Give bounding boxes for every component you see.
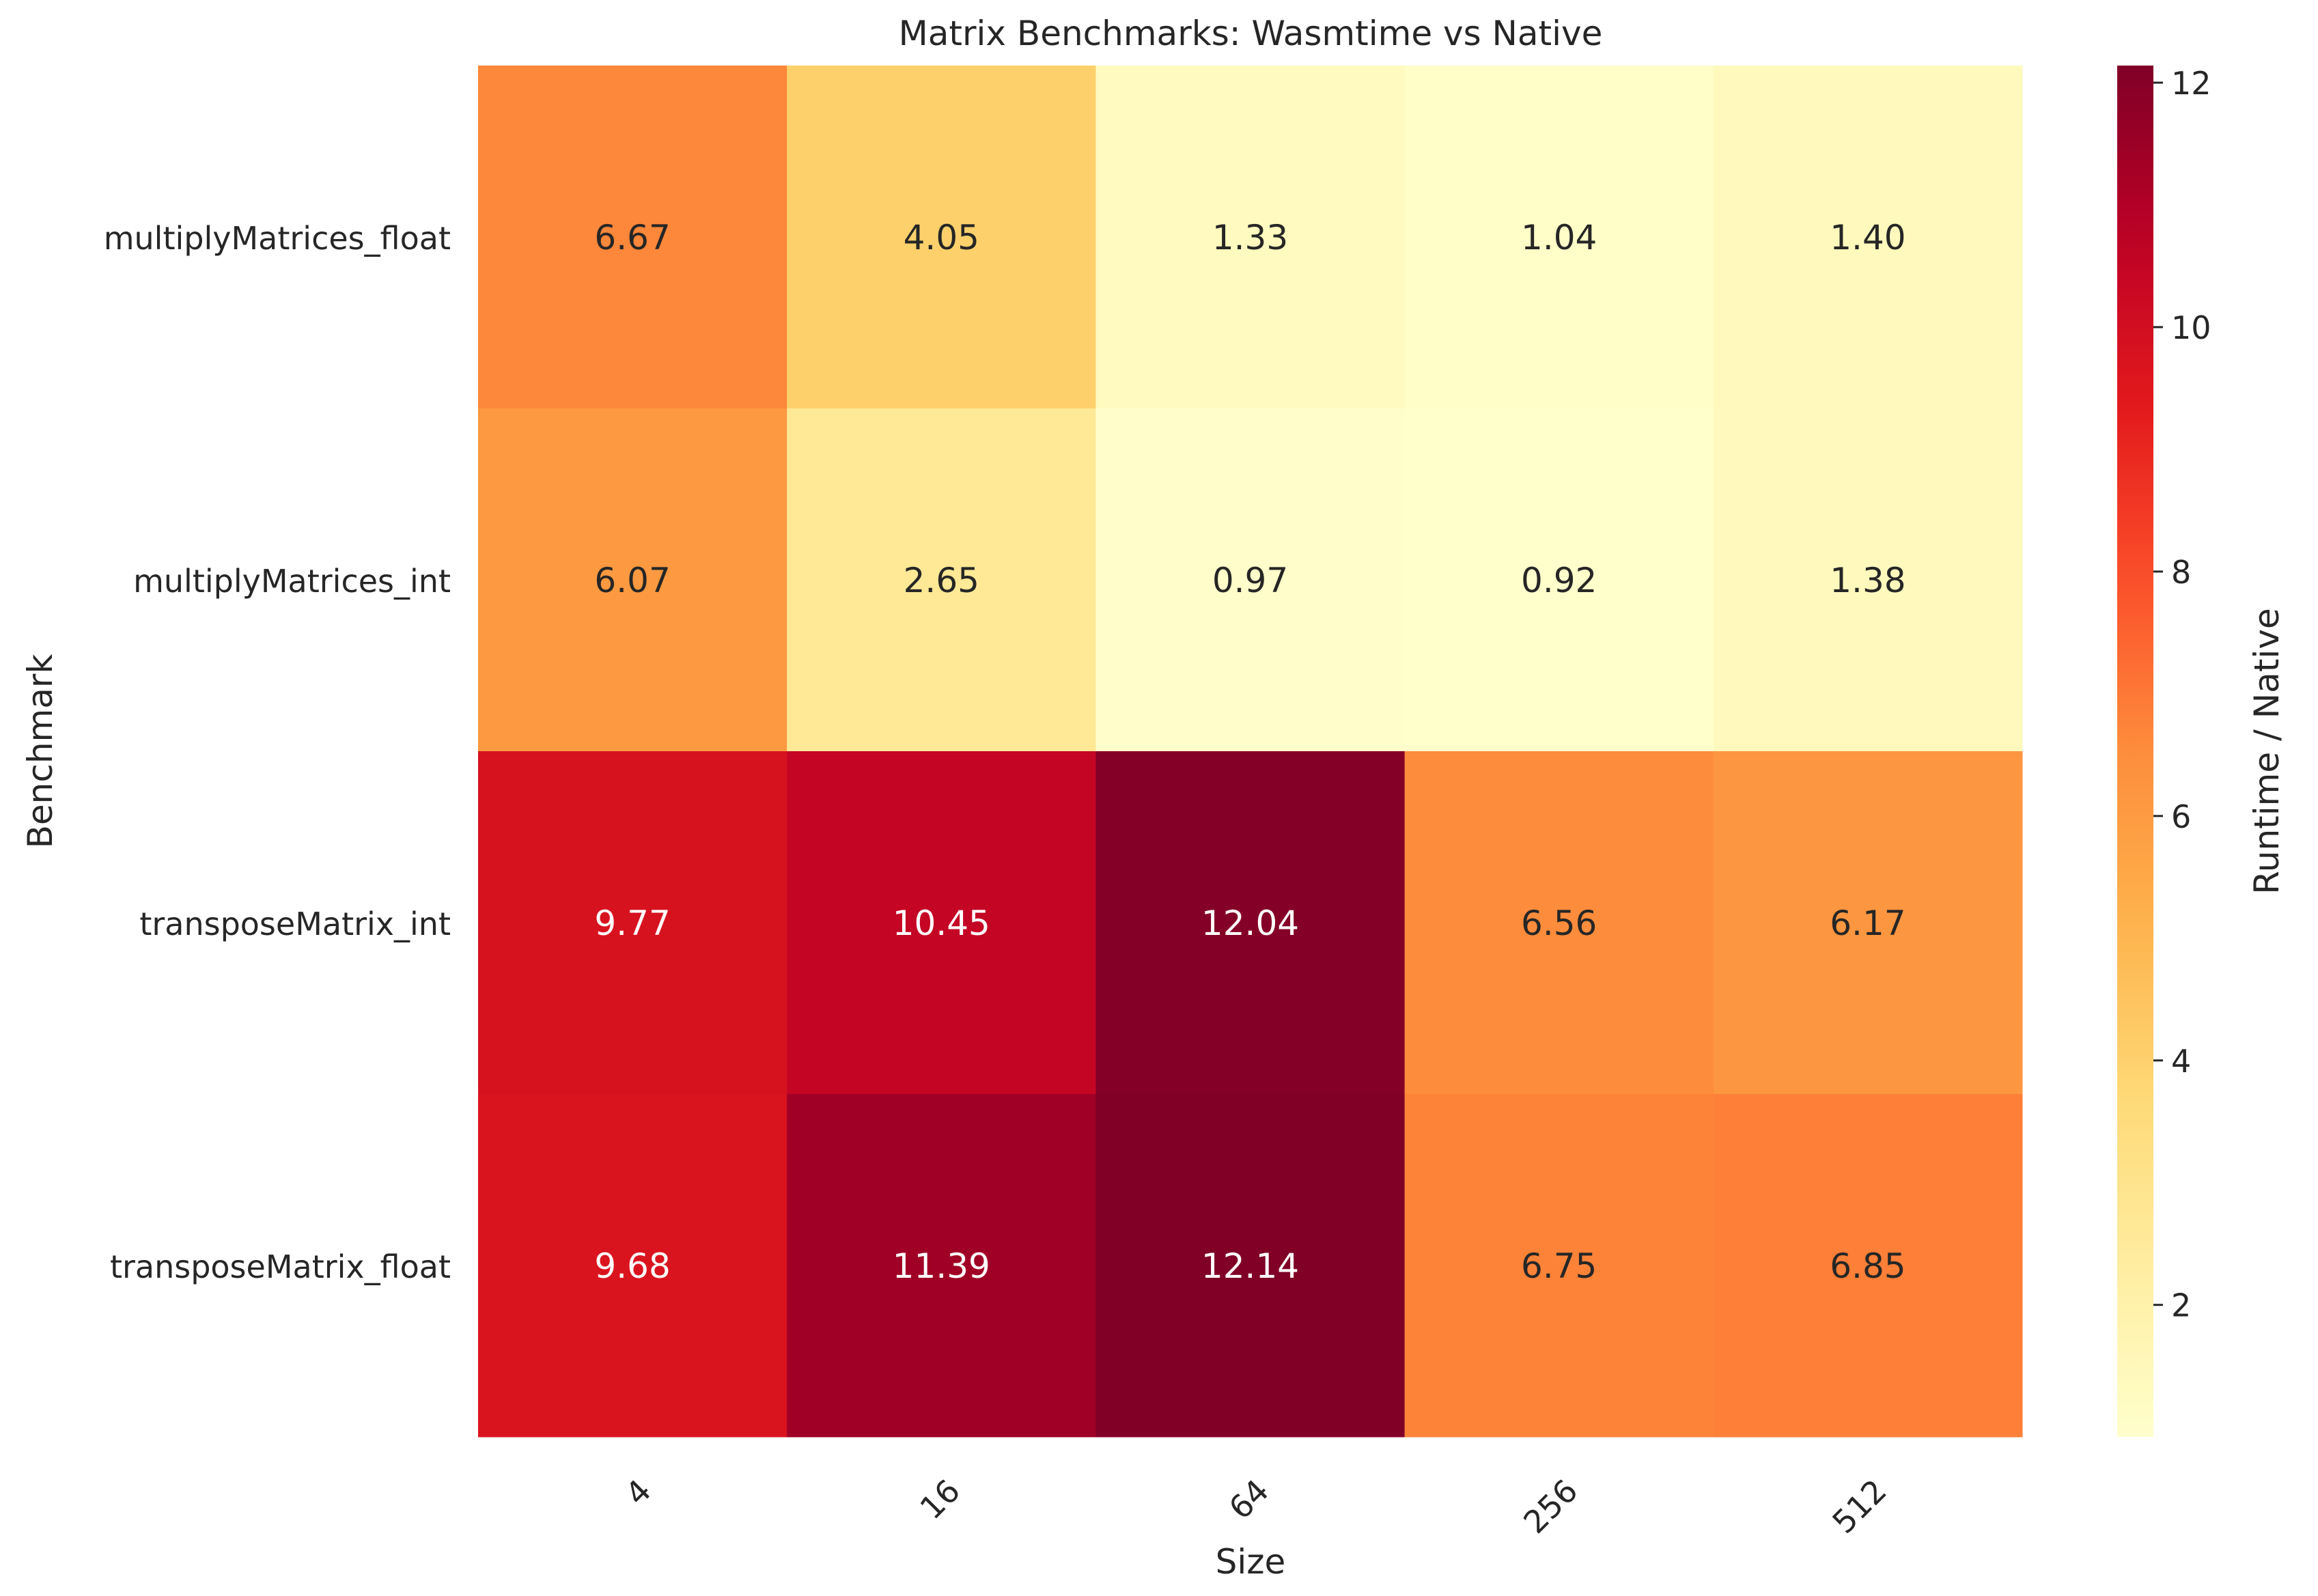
cell-value-label-r3-c0: 9.68 [594,1246,670,1286]
cell-value-label-r0-c1: 4.05 [904,218,979,257]
heatmap-cell-r3-c1 [787,1094,1096,1438]
heatmap-cell-r0-c1 [787,66,1096,409]
x-tick-label: 256 [1516,1472,1584,1541]
colorbar-tick-label: 8 [2171,554,2191,591]
cell-value-label-r3-c1: 11.39 [893,1246,990,1286]
y-tick-labels: multiplyMatrices_float multiplyMatrices_i… [104,220,451,1285]
heatmap-cell-r2-c4 [1713,751,2023,1095]
y-tick-label: multiplyMatrices_int [133,563,451,600]
heatmap-cell-r3-c4 [1713,1094,2023,1438]
y-tick-label: transposeMatrix_int [139,906,451,942]
cell-value-label-r1-c0: 6.07 [594,561,670,600]
x-tick-label: 512 [1825,1472,1893,1541]
cell-value-label-r1-c4: 1.38 [1830,561,1905,600]
heatmap-cell-r1-c2 [1095,408,1406,752]
cell-value-label-r2-c0: 9.77 [594,904,670,943]
heatmap-cell-r3-c2 [1095,1094,1406,1438]
colorbar-label: Runtime / Native [2247,608,2287,894]
heatmap-cell-r0-c4 [1713,66,2023,409]
heatmap-cell-r2-c3 [1404,751,1714,1095]
heatmap-cell-r0-c0 [478,66,787,409]
colorbar-tick-label: 12 [2171,65,2211,102]
cell-value-label-r2-c2: 12.04 [1201,904,1299,943]
heatmap-cell-r0-c3 [1404,66,1714,409]
cell-value-label-r2-c3: 6.56 [1521,904,1597,943]
cell-value-label-r3-c3: 6.75 [1521,1246,1597,1286]
heatmap-cell-r3-c3 [1404,1094,1714,1438]
x-tick-labels: 4 16 64 256 512 [618,1472,1894,1541]
y-tick-label: transposeMatrix_float [110,1248,451,1285]
cell-value-label-r1-c2: 0.97 [1212,561,1288,600]
colorbar-tick-label: 2 [2171,1287,2191,1324]
heatmap-cell-r2-c0 [478,751,787,1095]
heatmap-cell-r1-c4 [1713,408,2023,752]
cell-value-label-r0-c3: 1.04 [1521,218,1597,257]
cell-value-label-r0-c4: 1.40 [1830,218,1905,257]
cell-value-label-r3-c2: 12.14 [1201,1246,1299,1286]
x-tick-label: 64 [1222,1472,1276,1527]
heatmap-cell-r1-c0 [478,408,787,752]
colorbar-tick-label: 4 [2171,1043,2191,1080]
heatmap-cells: 6.67 4.05 1.33 1.04 1.40 6.07 2.65 0.97 0.92 1.38… [478,66,2023,1438]
colorbar-tick-label: 10 [2171,309,2211,346]
cell-value-label-r0-c2: 1.33 [1212,218,1288,257]
cell-value-label-r0-c0: 6.67 [594,218,670,257]
y-tick-label: multiplyMatrices_float [104,220,451,257]
colorbar-tick-label: 6 [2171,798,2191,835]
y-axis-label: Benchmark [20,654,60,849]
colorbar [2117,66,2153,1437]
x-axis-label: Size [1216,1542,1286,1582]
cell-value-label-r1-c1: 2.65 [904,561,979,600]
heatmap-cell-r3-c0 [478,1094,787,1438]
heatmap-cell-r0-c2 [1095,66,1406,409]
heatmap-cell-r2-c2 [1095,751,1406,1095]
heatmap-cell-r2-c1 [787,751,1096,1095]
cell-value-label-r2-c1: 10.45 [893,904,990,943]
cell-value-label-r3-c4: 6.85 [1830,1246,1905,1286]
x-tick-label: 16 [912,1472,967,1527]
cell-value-label-r2-c4: 6.17 [1830,904,1905,943]
heatmap-cell-r1-c1 [787,408,1096,752]
chart-title: Matrix Benchmarks: Wasmtime vs Native [899,14,1603,53]
colorbar-ticks: 2 4 6 8 10 12 [2153,65,2211,1324]
cell-value-label-r1-c3: 0.92 [1521,561,1597,600]
heatmap-cell-r1-c3 [1404,408,1714,752]
x-tick-label: 4 [618,1472,658,1513]
